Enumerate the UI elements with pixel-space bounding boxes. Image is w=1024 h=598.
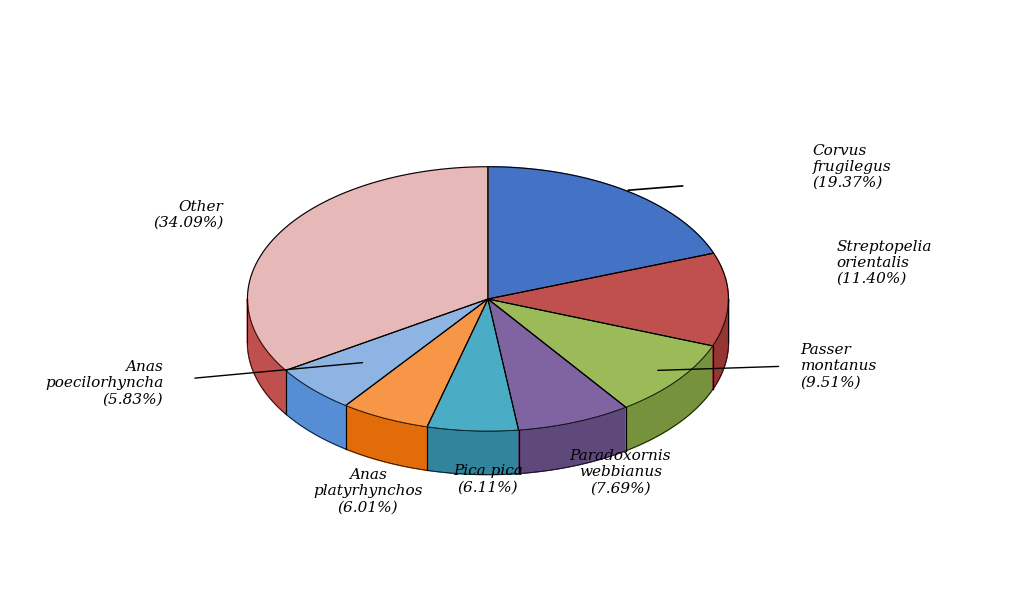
Polygon shape — [248, 299, 286, 414]
Polygon shape — [427, 299, 518, 431]
Polygon shape — [626, 346, 713, 451]
Text: Anas
poecilorhyncha
(5.83%): Anas poecilorhyncha (5.83%) — [45, 360, 163, 407]
Text: Streptopelia
orientalis
(11.40%): Streptopelia orientalis (11.40%) — [837, 240, 932, 286]
Polygon shape — [488, 299, 713, 407]
Polygon shape — [488, 299, 626, 430]
Text: Anas
platyrhynchos
(6.01%): Anas platyrhynchos (6.01%) — [313, 468, 423, 515]
Polygon shape — [345, 405, 427, 470]
Polygon shape — [427, 427, 518, 475]
Text: Pica pica
(6.11%): Pica pica (6.11%) — [453, 464, 523, 495]
Polygon shape — [427, 427, 518, 475]
Text: Paradoxornis
webbianus
(7.69%): Paradoxornis webbianus (7.69%) — [569, 449, 671, 495]
Polygon shape — [248, 299, 286, 414]
Polygon shape — [488, 253, 728, 346]
Text: Other
(34.09%): Other (34.09%) — [153, 200, 223, 230]
Polygon shape — [488, 167, 714, 299]
Polygon shape — [286, 299, 488, 405]
Polygon shape — [713, 299, 728, 389]
Polygon shape — [286, 371, 345, 449]
Polygon shape — [286, 371, 345, 449]
Polygon shape — [248, 167, 488, 371]
Polygon shape — [345, 405, 427, 470]
Polygon shape — [518, 407, 626, 474]
Polygon shape — [518, 407, 626, 474]
Text: Corvus
frugilegus
(19.37%): Corvus frugilegus (19.37%) — [813, 144, 891, 190]
Polygon shape — [713, 299, 728, 389]
Polygon shape — [345, 299, 488, 427]
Polygon shape — [626, 346, 713, 451]
Text: Passer
montanus
(9.51%): Passer montanus (9.51%) — [801, 343, 877, 389]
